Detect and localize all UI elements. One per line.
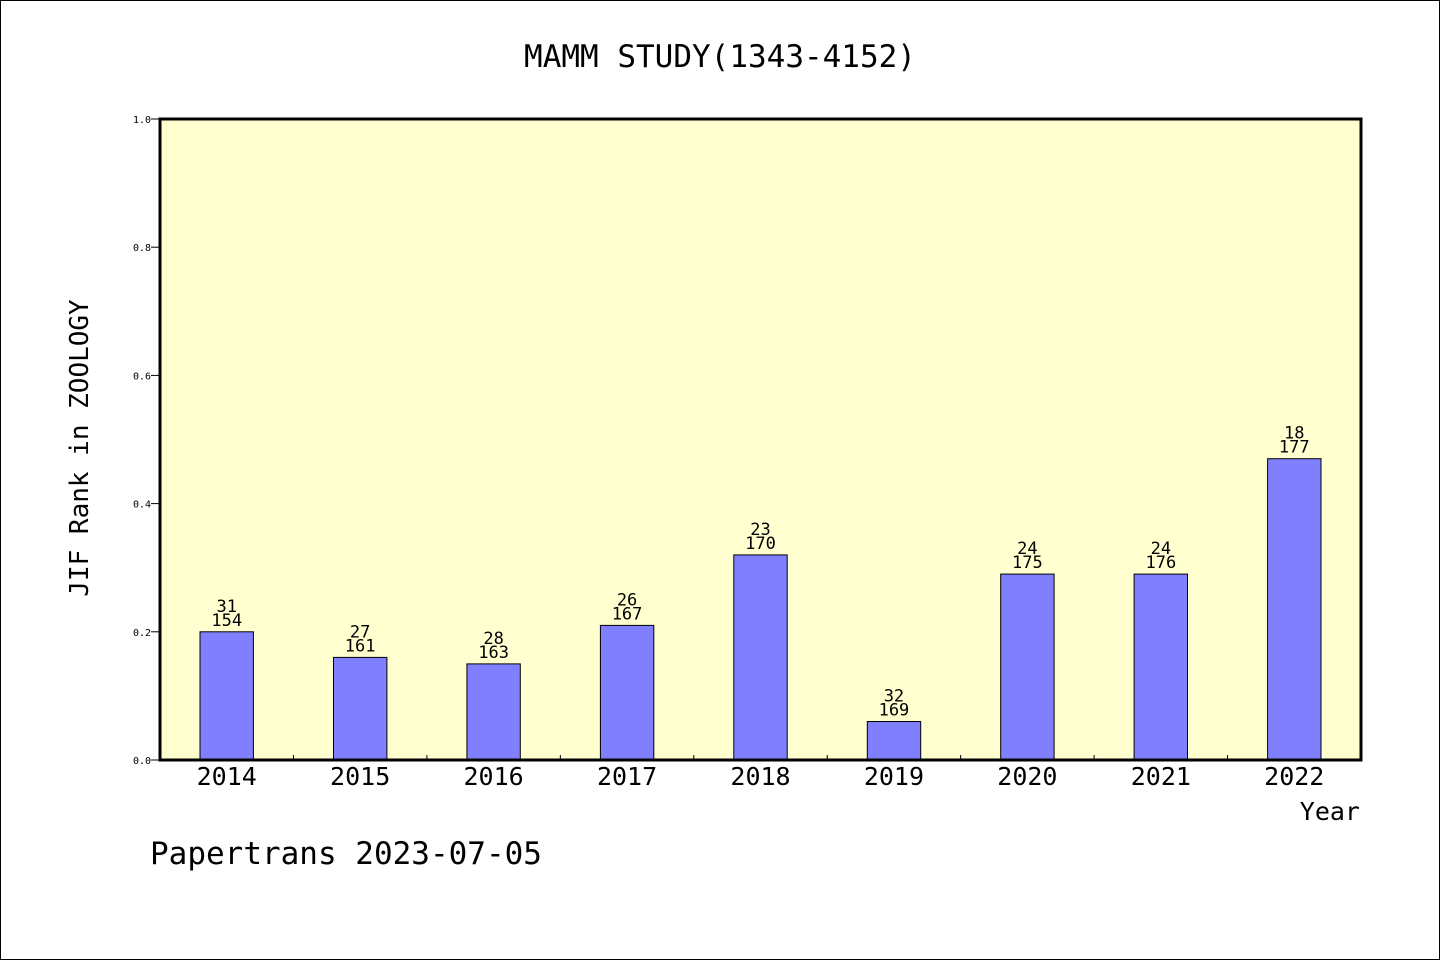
x-tick-label: 2015 bbox=[330, 762, 390, 791]
bar-total-label: 154 bbox=[211, 611, 242, 631]
bar-total-label: 169 bbox=[879, 701, 910, 721]
bar-rank-label: 27 bbox=[350, 622, 370, 642]
bar-total-label: 167 bbox=[612, 604, 643, 624]
y-axis-ticks: 0.0 0.2 0.4 0.6 0.8 1.0 bbox=[133, 115, 160, 767]
x-tick-label: 2016 bbox=[464, 762, 524, 791]
bar-rank-label: 28 bbox=[483, 629, 503, 649]
bar-rank-label: 31 bbox=[216, 597, 236, 617]
bar-total-label: 161 bbox=[345, 636, 376, 656]
bar bbox=[866, 721, 922, 761]
bar-rank-label: 23 bbox=[750, 520, 770, 540]
bar-total-label: 175 bbox=[1012, 553, 1043, 573]
bar bbox=[1133, 573, 1188, 761]
y-tick-label: 1.0 bbox=[133, 115, 151, 126]
x-tick-label: 2014 bbox=[197, 762, 257, 791]
y-axis-label: JIF Rank in ZOOLOGY bbox=[65, 299, 95, 597]
bar bbox=[466, 663, 521, 761]
bar-rank-label: 24 bbox=[1151, 539, 1171, 559]
x-axis-ticks: 2014 2015 2016 2017 2018 2019 2020 2021 2022 bbox=[197, 755, 1324, 791]
chart-title: MAMM STUDY(1343-4152) bbox=[524, 39, 916, 75]
bar-rank-label: 32 bbox=[884, 687, 904, 707]
bar-total-label: 163 bbox=[478, 643, 509, 663]
bar bbox=[333, 656, 388, 761]
bar-total-label: 176 bbox=[1145, 553, 1176, 573]
bar-rank-label: 24 bbox=[1017, 539, 1037, 559]
x-tick-label: 2017 bbox=[597, 762, 657, 791]
bars-group bbox=[199, 458, 1322, 761]
bar-total-label: 177 bbox=[1279, 438, 1310, 458]
bar-rank-label: 18 bbox=[1284, 424, 1304, 444]
bar bbox=[199, 631, 254, 761]
x-tick-label: 2020 bbox=[997, 762, 1057, 791]
bar bbox=[733, 554, 788, 761]
bar bbox=[1267, 458, 1322, 761]
bar-rank-label: 26 bbox=[617, 590, 637, 610]
x-tick-label: 2022 bbox=[1264, 762, 1324, 791]
bar bbox=[1000, 573, 1055, 761]
x-axis-label: Year bbox=[1300, 797, 1360, 826]
x-tick-label: 2018 bbox=[730, 762, 790, 791]
y-tick-label: 0.8 bbox=[133, 243, 151, 254]
x-tick-label: 2021 bbox=[1131, 762, 1191, 791]
plot-border bbox=[158, 117, 1363, 762]
x-tick-label: 2019 bbox=[864, 762, 924, 791]
y-tick-label: 0.4 bbox=[133, 500, 151, 511]
bar bbox=[599, 624, 655, 761]
bar-total-label: 170 bbox=[745, 534, 776, 554]
y-tick-label: 0.6 bbox=[133, 371, 151, 382]
y-tick-label: 0.2 bbox=[133, 628, 151, 639]
y-tick-label: 0.0 bbox=[133, 756, 151, 767]
footer-watermark: Papertrans 2023-07-05 bbox=[150, 836, 542, 872]
